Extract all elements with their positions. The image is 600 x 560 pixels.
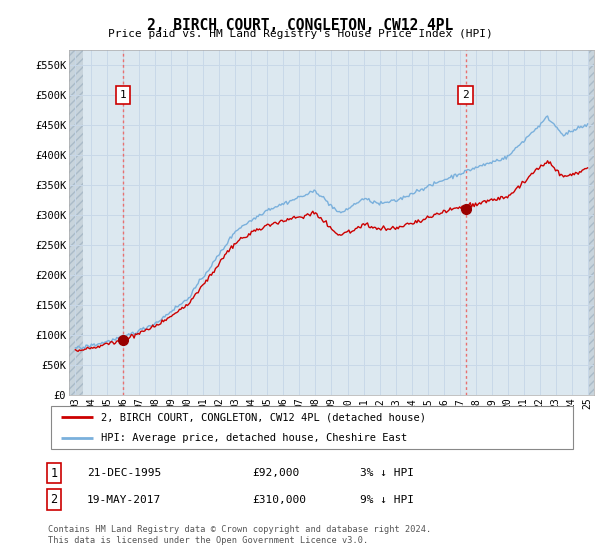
Text: 19-MAY-2017: 19-MAY-2017 [87,494,161,505]
Text: 2, BIRCH COURT, CONGLETON, CW12 4PL (detached house): 2, BIRCH COURT, CONGLETON, CW12 4PL (det… [101,412,426,422]
Text: 1: 1 [119,90,127,100]
Text: 2: 2 [462,90,469,100]
Text: 1: 1 [50,466,58,480]
Bar [587,50,594,395]
Text: 2: 2 [50,493,58,506]
Text: 2, BIRCH COURT, CONGLETON, CW12 4PL: 2, BIRCH COURT, CONGLETON, CW12 4PL [147,18,453,34]
Bar [69,50,83,395]
Text: Contains HM Land Registry data © Crown copyright and database right 2024.
This d: Contains HM Land Registry data © Crown c… [48,525,431,545]
Text: HPI: Average price, detached house, Cheshire East: HPI: Average price, detached house, Ches… [101,433,407,444]
Text: £310,000: £310,000 [252,494,306,505]
FancyBboxPatch shape [50,406,574,450]
Text: £92,000: £92,000 [252,468,299,478]
Text: 21-DEC-1995: 21-DEC-1995 [87,468,161,478]
Text: 9% ↓ HPI: 9% ↓ HPI [360,494,414,505]
Text: Price paid vs. HM Land Registry's House Price Index (HPI): Price paid vs. HM Land Registry's House … [107,29,493,39]
Text: 3% ↓ HPI: 3% ↓ HPI [360,468,414,478]
